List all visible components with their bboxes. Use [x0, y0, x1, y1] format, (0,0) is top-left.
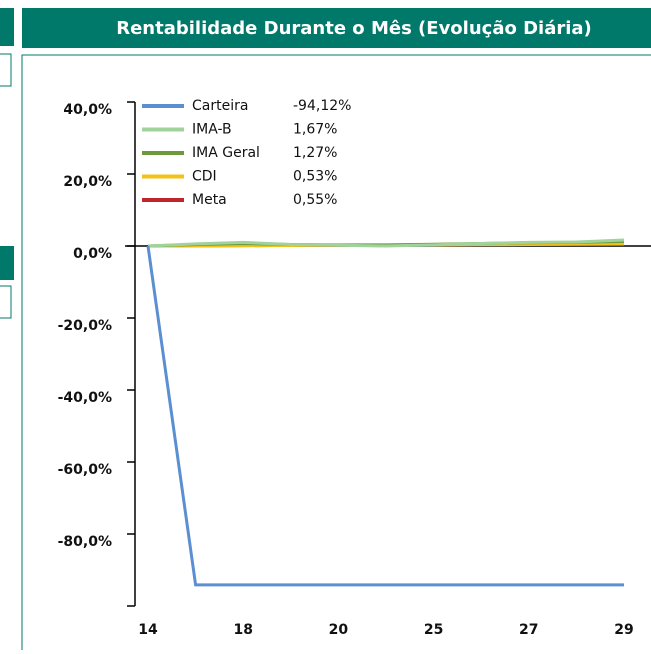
- x-tick-label: 25: [424, 622, 443, 638]
- legend-label: IMA-B: [192, 122, 232, 138]
- series-line: [147, 238, 625, 248]
- x-tick-label: 14: [138, 622, 158, 638]
- y-tick-label: -40,0%: [58, 390, 112, 406]
- side-block: [0, 8, 14, 46]
- legend-value: 0,53%: [293, 169, 337, 185]
- side-block: [0, 246, 14, 280]
- x-tick-label: 29: [614, 622, 633, 638]
- y-tick-label: 0,0%: [73, 246, 112, 262]
- x-tick-label: 27: [519, 622, 538, 638]
- side-box: [0, 53, 12, 87]
- x-tick-label: 18: [233, 622, 252, 638]
- y-tick-label: -60,0%: [58, 462, 112, 478]
- legend-label: CDI: [192, 169, 217, 185]
- series-line: [146, 245, 624, 587]
- y-tick-label: -20,0%: [58, 318, 112, 334]
- legend-label: Meta: [192, 192, 227, 208]
- legend-value: 0,55%: [293, 192, 337, 208]
- y-tick-label: -80,0%: [58, 534, 112, 550]
- legend-value: 1,67%: [293, 122, 337, 138]
- legend-label: Carteira: [192, 98, 248, 114]
- y-tick-label: 20,0%: [63, 174, 112, 190]
- legend-label: IMA Geral: [192, 145, 260, 161]
- chart-title: Rentabilidade Durante o Mês (Evolução Di…: [116, 18, 592, 39]
- panel-border: [21, 54, 651, 650]
- side-box: [0, 285, 12, 319]
- x-tick-label: 20: [329, 622, 349, 638]
- y-tick-label: 40,0%: [63, 102, 112, 118]
- header-bar: [22, 8, 651, 48]
- legend-value: 1,27%: [293, 145, 337, 161]
- legend-value: -94,12%: [293, 98, 351, 114]
